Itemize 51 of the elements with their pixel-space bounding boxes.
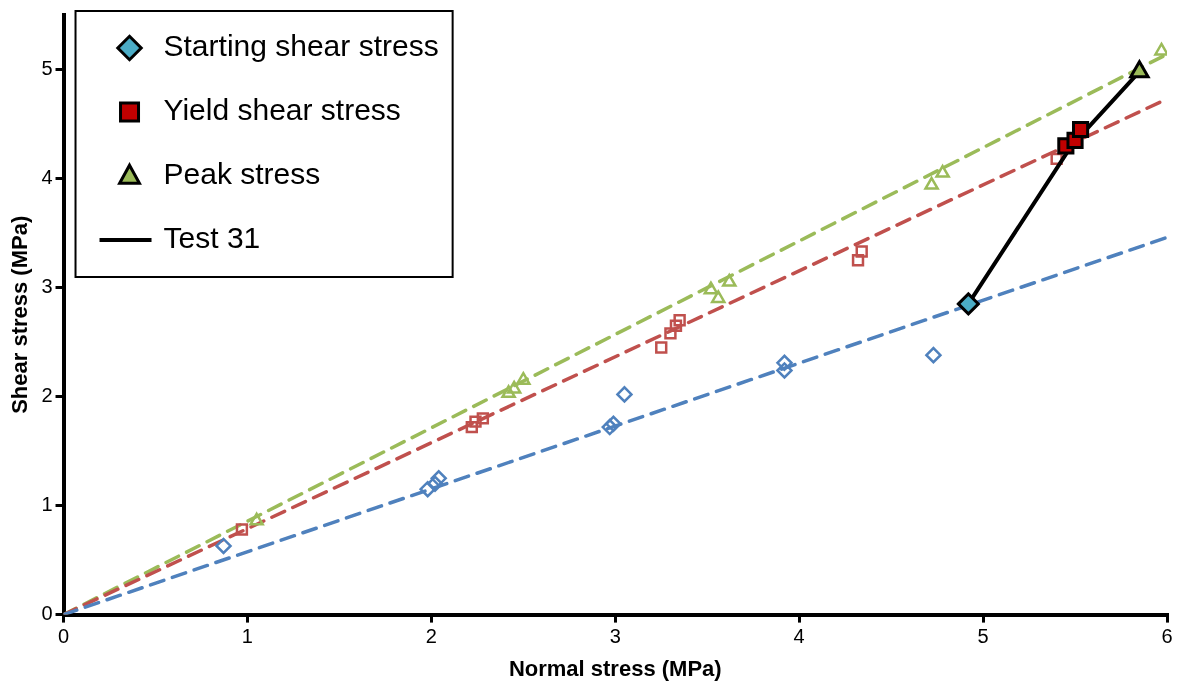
point (925, 346, 942, 364)
point (506, 380, 522, 394)
x-tick-label: 0 (57, 625, 70, 648)
point (616, 386, 633, 403)
point (669, 319, 683, 332)
y-tick-label: 0 (41, 602, 53, 625)
point (249, 512, 264, 526)
point (501, 385, 516, 399)
point (776, 354, 793, 372)
point (515, 371, 531, 385)
point (935, 164, 950, 178)
point (776, 362, 793, 379)
y-tick-label: 3 (41, 275, 53, 298)
legend-label: Starting shear stress (163, 29, 439, 63)
y-tick-label: 1 (41, 493, 53, 516)
point (703, 281, 719, 295)
point (605, 415, 622, 433)
legend-label: Yield shear stress (163, 93, 401, 127)
point (1071, 120, 1090, 139)
point (956, 292, 980, 316)
point (419, 480, 436, 498)
point (721, 273, 737, 287)
point (426, 475, 444, 493)
point (851, 254, 865, 267)
point (235, 523, 249, 536)
point (924, 176, 939, 190)
point (469, 415, 482, 428)
point (430, 470, 447, 487)
y-axis-title: Shear stress (MPa) (7, 215, 33, 414)
point (664, 327, 677, 340)
point (1129, 60, 1150, 79)
point (673, 314, 686, 327)
x-axis-title: Normal stress (MPa) (508, 655, 722, 681)
y-tick-label: 4 (41, 166, 53, 189)
point (476, 412, 490, 425)
x-tick-label: 4 (793, 625, 805, 648)
x-tick-label: 6 (1161, 625, 1173, 648)
point (855, 245, 868, 258)
point (655, 341, 668, 354)
legend-label: Test 31 (163, 221, 261, 255)
point (465, 420, 479, 434)
x-tick-label: 5 (977, 625, 989, 648)
x-tick-label: 1 (241, 625, 253, 648)
y-tick-label: 5 (41, 57, 53, 80)
x-tick-label: 3 (609, 625, 621, 648)
point (601, 418, 618, 436)
x-tick-label: 2 (425, 625, 437, 648)
point (215, 537, 232, 555)
y-tick-label: 2 (41, 384, 53, 407)
legend-label: Peak stress (163, 157, 321, 191)
point (710, 290, 726, 304)
